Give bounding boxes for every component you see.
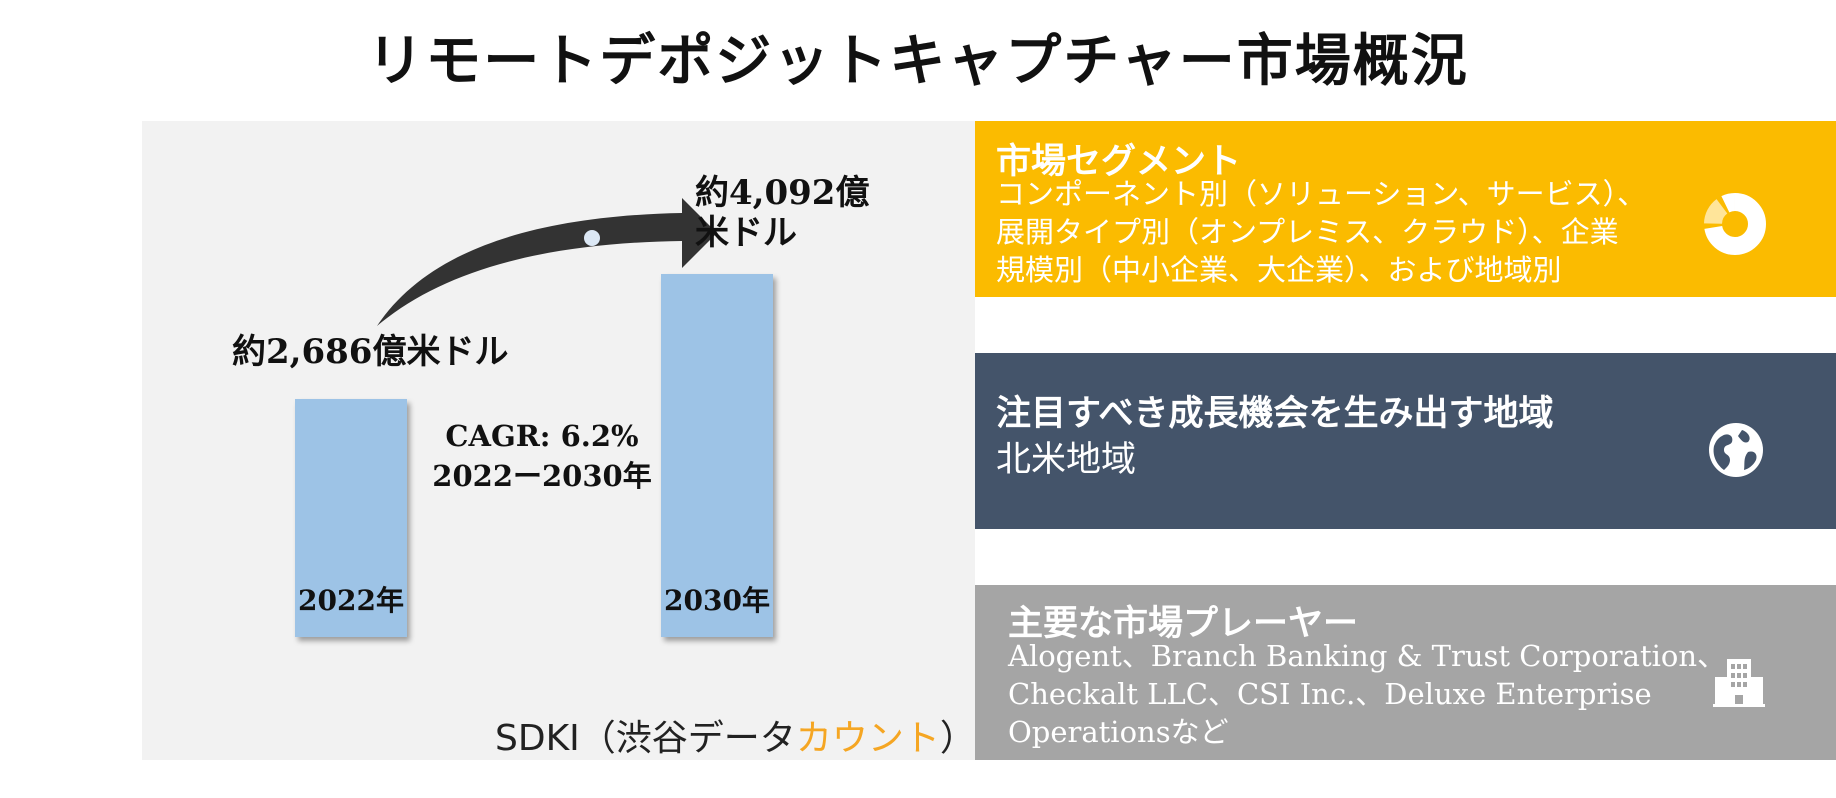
donut-chart-icon [1704,193,1766,255]
building-icon [1713,659,1765,707]
region-box: 注目すべき成長機会を生み出す地域 北米地域 [975,353,1836,529]
bar-label-2030: 2030年 [664,584,770,617]
segments-line: 規模別（中小企業、大企業）、および地域別 [996,253,1562,287]
bar-2030 [661,274,773,637]
region-value: 北米地域 [996,440,1137,480]
cagr-label: CAGR: 6.2% 2022ー2030年 [417,416,667,496]
players-line: Checkalt LLC、CSI Inc.、Deluxe Enterprise [1008,677,1652,711]
segments-line: 展開タイプ別（オンプレミス、クラウド）、企業 [996,215,1619,249]
growth-arrow [377,198,717,326]
value-label-2030-line2: 米ドル [695,213,797,253]
segments-line: コンポーネント別（ソリューション、サービス）、 [996,177,1647,211]
page-title: リモートデポジットキャプチャー市場概況 [367,28,1469,94]
segments-text: コンポーネント別（ソリューション、サービス）、 展開タイプ別（オンプレミス、クラ… [996,175,1646,289]
cagr-rate: CAGR: 6.2% [445,419,639,453]
players-line: Alogent、Branch Banking & Trust Corporati… [1008,639,1727,673]
value-label-2030-line1: 約4,092億 [695,173,870,213]
players-title: 主要な市場プレーヤー [1008,603,1359,644]
brand-prefix: SDKI（渋谷データ [495,718,796,759]
arrow-dot [584,230,600,246]
players-text: Alogent、Branch Banking & Trust Corporati… [1008,637,1726,751]
players-line: Operationsなど [1008,715,1229,749]
value-label-2022: 約2,686億米ドル [232,332,509,372]
value-label-2030: 約4,092億 米ドル [695,173,869,253]
brand-credit: SDKI（渋谷データカウント） [495,709,976,761]
growth-arrow-shape [377,198,717,326]
region-title: 注目すべき成長機会を生み出す地域 [996,393,1554,434]
brand-suffix: ） [939,718,976,759]
bar-label-2022: 2022年 [298,584,404,617]
segments-box: 市場セグメント コンポーネント別（ソリューション、サービス）、 展開タイプ別（オ… [975,121,1836,297]
segments-title: 市場セグメント [996,141,1242,182]
cagr-period: 2022ー2030年 [432,459,652,493]
chart-panel: 2022年 2030年 約2,686億米ドル 約4,092億 米ドル CAGR:… [142,121,976,761]
globe-icon [1709,423,1763,477]
players-box: 主要な市場プレーヤー Alogent、Branch Banking & Trus… [975,585,1836,760]
bar-2022 [295,398,407,637]
brand-accent: カウント [795,718,940,759]
